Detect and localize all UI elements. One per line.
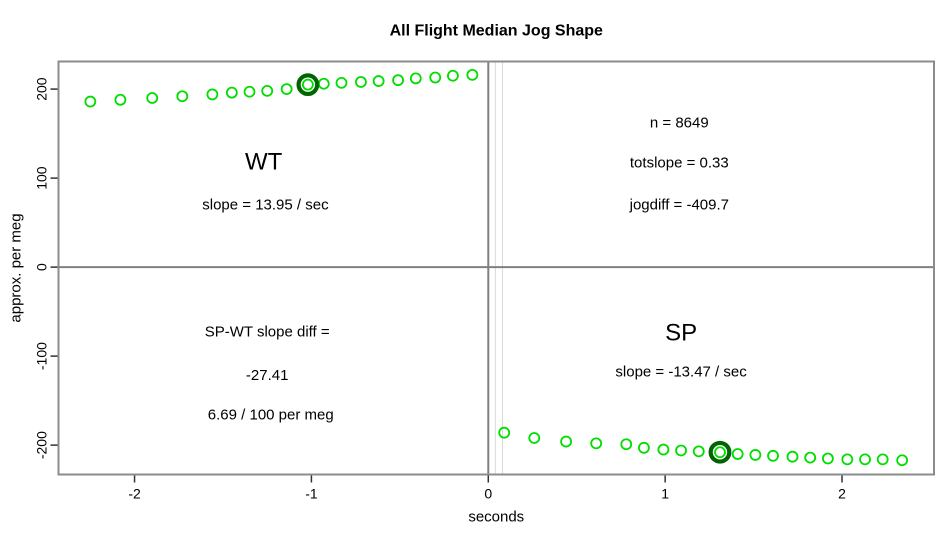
sp-point bbox=[859, 453, 871, 466]
sp-point bbox=[804, 451, 817, 464]
x-tick-label: 0 bbox=[484, 486, 492, 502]
wt-point bbox=[301, 78, 314, 91]
sp-point bbox=[896, 454, 909, 467]
wt-point bbox=[146, 92, 159, 104]
wt-point bbox=[372, 75, 385, 87]
annotation-sp-label: SP bbox=[665, 319, 697, 346]
annotation-spwt-slope-diff-line2: -27.41 bbox=[246, 367, 289, 384]
wt-point bbox=[176, 90, 189, 103]
wt-point bbox=[355, 76, 367, 88]
wt-point bbox=[225, 86, 238, 99]
wt-point bbox=[466, 68, 479, 81]
annotation-jogdiff: jogdiff = -409.7 bbox=[629, 196, 729, 213]
wt-point bbox=[243, 85, 256, 98]
plot-title: All Flight Median Jog Shape bbox=[390, 23, 603, 40]
wt-point bbox=[409, 72, 422, 85]
sp-point bbox=[876, 453, 889, 466]
x-tick-label: -1 bbox=[305, 486, 318, 502]
wt-point bbox=[392, 74, 404, 87]
x-axis-label: seconds bbox=[468, 509, 524, 526]
wt-point bbox=[335, 76, 348, 89]
plot-box bbox=[57, 60, 935, 476]
sp-point bbox=[638, 441, 650, 454]
wt-point bbox=[447, 69, 459, 82]
sp-point bbox=[767, 449, 779, 462]
sp-point bbox=[675, 444, 687, 457]
wt-point bbox=[429, 71, 442, 84]
x-tick-label: 2 bbox=[838, 486, 846, 502]
sp-point bbox=[590, 437, 603, 450]
wt-point bbox=[261, 84, 274, 97]
wt-point bbox=[280, 83, 293, 95]
sp-point bbox=[731, 448, 744, 460]
sp-point bbox=[657, 443, 670, 456]
y-tick-label: -100 bbox=[34, 342, 50, 370]
sp-point bbox=[749, 449, 762, 461]
wt-point bbox=[206, 88, 219, 101]
annotation-spwt-slope-diff-line1: SP-WT slope diff = bbox=[205, 324, 330, 341]
sp-point bbox=[821, 452, 834, 465]
annotation-wt-slope: slope = 13.95 / sec bbox=[202, 196, 329, 213]
sp-point bbox=[786, 450, 799, 463]
sp-point bbox=[841, 453, 854, 466]
sp-highlight-ring bbox=[708, 440, 732, 464]
annotation-sp-slope: slope = -13.47 / sec bbox=[615, 364, 747, 381]
x-tick-label: -2 bbox=[128, 486, 141, 502]
wt-point bbox=[84, 95, 97, 108]
y-tick-label: -200 bbox=[34, 431, 50, 459]
annotation-n-count: n = 8649 bbox=[650, 114, 709, 131]
y-tick-label: 200 bbox=[34, 77, 50, 101]
sp-point bbox=[692, 445, 705, 458]
wt-point bbox=[114, 93, 127, 106]
sp-point bbox=[498, 426, 511, 439]
sp-point bbox=[560, 435, 573, 448]
wt-highlight-ring bbox=[296, 73, 320, 97]
sp-point bbox=[714, 446, 726, 459]
x-tick-label: 1 bbox=[661, 486, 669, 502]
annotation-spwt-slope-diff-line3: 6.69 / 100 per meg bbox=[208, 406, 334, 423]
sp-point bbox=[528, 432, 541, 444]
y-tick-label: 100 bbox=[34, 166, 50, 190]
annotation-wt-label: WT bbox=[245, 149, 283, 176]
y-tick-label: 0 bbox=[34, 263, 50, 271]
wt-point bbox=[317, 77, 330, 90]
sp-point bbox=[620, 438, 633, 451]
annotation-totslope: totslope = 0.33 bbox=[630, 154, 729, 171]
y-axis-label: approx. per meg bbox=[8, 213, 25, 322]
